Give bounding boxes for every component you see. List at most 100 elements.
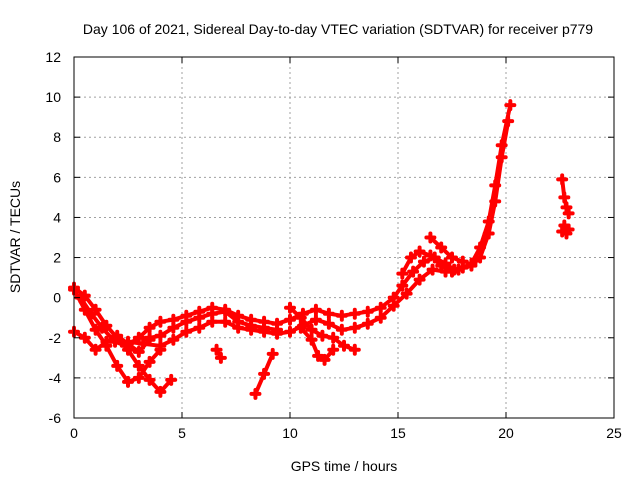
data-point xyxy=(361,305,374,318)
data-point xyxy=(154,385,167,398)
data-point xyxy=(193,311,206,324)
data-point xyxy=(435,259,448,272)
data-point xyxy=(335,323,348,336)
y-tick-label: 2 xyxy=(53,250,61,266)
y-tick-label: -6 xyxy=(49,410,62,426)
data-point xyxy=(167,321,180,334)
data-point xyxy=(424,231,437,244)
data-point xyxy=(562,207,575,220)
y-tick-label: 4 xyxy=(53,209,61,225)
series-trace-i xyxy=(396,245,458,280)
data-point xyxy=(284,301,296,314)
series-trace-n xyxy=(556,219,575,240)
series-trace-e xyxy=(122,115,515,352)
y-tick-label: 10 xyxy=(45,89,61,105)
data-point xyxy=(489,195,502,208)
data-point xyxy=(284,325,296,338)
data-point xyxy=(78,331,91,344)
x-tick-labels: 0 5 10 15 20 25 xyxy=(70,425,622,441)
data-point xyxy=(452,263,465,276)
data-point xyxy=(322,317,335,330)
x-tick-label: 10 xyxy=(282,425,298,441)
data-point xyxy=(312,349,325,362)
data-point xyxy=(316,329,329,342)
data-point xyxy=(143,331,156,344)
data-point xyxy=(294,321,307,334)
data-point xyxy=(154,339,167,352)
data-point xyxy=(109,335,122,348)
data-point xyxy=(318,353,331,366)
data-point xyxy=(413,273,426,286)
data-point xyxy=(132,371,145,384)
y-tick-label: -2 xyxy=(49,330,62,346)
data-point xyxy=(111,359,124,372)
data-point xyxy=(165,373,178,386)
grid xyxy=(74,57,614,418)
series-trace-h xyxy=(294,321,340,366)
x-tick-label: 5 xyxy=(178,425,186,441)
data-point xyxy=(232,315,245,328)
data-point xyxy=(338,339,350,352)
x-tick-label: 25 xyxy=(606,425,622,441)
data-point xyxy=(210,343,223,356)
data-point xyxy=(137,337,150,350)
data-point xyxy=(111,329,124,342)
data-point xyxy=(335,309,348,322)
data-point xyxy=(122,375,134,388)
data-point xyxy=(143,373,156,386)
data-point xyxy=(309,303,322,316)
data-point xyxy=(322,307,335,320)
x-tick-label: 20 xyxy=(498,425,514,441)
data-point xyxy=(348,307,361,320)
series-line xyxy=(428,235,465,264)
data-point xyxy=(96,321,109,334)
series-trace-m xyxy=(556,173,575,220)
y-tick-labels: -6 -4 -2 0 2 4 6 8 10 12 xyxy=(45,49,61,426)
data-point xyxy=(465,259,478,272)
data-point xyxy=(482,227,495,240)
data-point xyxy=(374,311,387,324)
data-point xyxy=(180,325,193,338)
data-point xyxy=(562,223,575,236)
data-point xyxy=(89,323,102,336)
data-point xyxy=(413,245,426,258)
data-point xyxy=(504,99,517,112)
data-point xyxy=(446,265,458,278)
y-tick-label: 6 xyxy=(53,169,61,185)
data-point xyxy=(258,321,271,334)
y-tick-label: 0 xyxy=(53,290,61,306)
data-point xyxy=(206,307,219,320)
data-point xyxy=(446,251,458,264)
series-trace-k xyxy=(210,343,227,364)
x-tick-label: 15 xyxy=(390,425,406,441)
data-point xyxy=(180,315,193,328)
series-trace-f xyxy=(143,305,284,344)
y-axis-label: SDTVAR / TECUs xyxy=(7,181,23,293)
data-point xyxy=(219,315,232,328)
data-point xyxy=(193,321,206,334)
data-point xyxy=(214,351,227,364)
data-point xyxy=(271,323,284,336)
plot-frame xyxy=(73,56,615,419)
data-point xyxy=(85,307,98,320)
data-point xyxy=(404,251,417,264)
data-point xyxy=(396,267,409,280)
data-point xyxy=(327,343,340,356)
y-tick-label: 12 xyxy=(45,49,61,65)
data-point xyxy=(387,299,400,312)
data-point xyxy=(560,201,573,214)
y-tick-label: 8 xyxy=(53,129,61,145)
data-point xyxy=(154,315,167,328)
data-point xyxy=(245,319,258,332)
data-point xyxy=(417,255,430,268)
data-point xyxy=(132,345,145,358)
data-point xyxy=(407,265,420,278)
y-tick-label: -4 xyxy=(49,370,62,386)
data-point xyxy=(435,241,448,254)
data-point xyxy=(374,301,387,314)
data-point xyxy=(132,359,145,372)
data-point xyxy=(305,323,318,336)
series-trace-g xyxy=(284,301,361,356)
data-point xyxy=(474,251,487,264)
